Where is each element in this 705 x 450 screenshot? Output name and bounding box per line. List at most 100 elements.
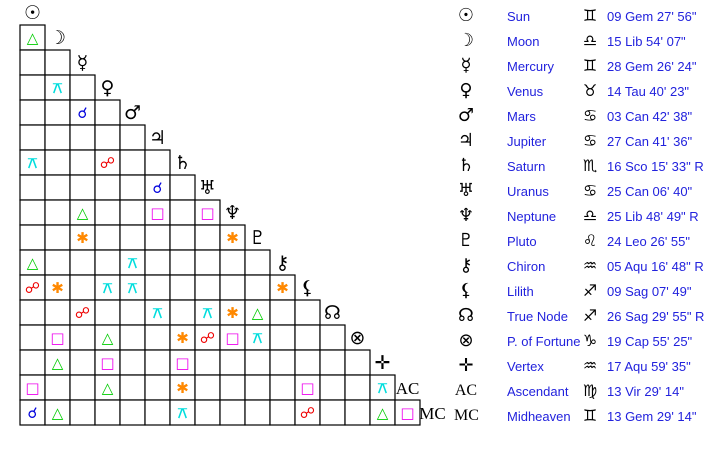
table-row: ♃ Jupiter ♋ 27 Can 41' 36"	[450, 130, 705, 155]
grid-cell	[144, 274, 171, 301]
grid-cell	[219, 249, 246, 276]
trine-aspect-mark: △	[27, 29, 39, 47]
sextile-aspect-mark: ✱	[226, 304, 239, 322]
planet-name: True Node	[507, 309, 568, 324]
grid-cell	[194, 274, 221, 301]
table-row: ♂ Mars ♋ 03 Can 42' 38"	[450, 105, 705, 130]
grid-cell	[319, 349, 346, 376]
planet-position: 19 Cap 55' 25"	[607, 334, 693, 349]
grid-cell	[144, 249, 171, 276]
planet-position: 13 Gem 29' 14"	[607, 409, 697, 424]
planet-position: 27 Can 41' 36"	[607, 134, 693, 149]
grid-cell	[269, 374, 296, 401]
neptune-glyph: ♆	[224, 202, 241, 224]
grid-cell	[94, 299, 121, 326]
grid-cell	[69, 124, 96, 151]
chiron-glyph: ⚷	[276, 252, 290, 274]
planet-glyph-icon: ✛	[458, 355, 474, 376]
grid-cell	[44, 299, 71, 326]
planet-glyph-icon: ⚸	[459, 280, 473, 301]
table-row: ♀ Venus ♉ 14 Tau 40' 23"	[450, 80, 705, 105]
grid-cell	[144, 349, 171, 376]
mercury-glyph: ☿	[77, 52, 89, 74]
planet-position: 09 Gem 27' 56"	[607, 9, 697, 24]
grid-cell	[94, 349, 121, 376]
vertex-glyph: ✛	[375, 352, 391, 374]
grid-cell	[144, 324, 171, 351]
zodiac-sign-icon: ♎	[582, 31, 598, 50]
square-aspect-mark: □	[50, 329, 64, 347]
grid-cell	[194, 349, 221, 376]
planet-name: Mars	[507, 109, 536, 124]
grid-cell	[44, 224, 71, 251]
planet-position: 25 Can 06' 40"	[607, 184, 693, 199]
true-node-glyph: ☊	[324, 302, 341, 324]
zodiac-sign-icon: ♐	[582, 281, 598, 300]
planet-name: Lilith	[507, 284, 534, 299]
grid-cell	[269, 324, 296, 351]
trine-aspect-mark: △	[27, 254, 39, 272]
planet-name: Moon	[507, 34, 540, 49]
grid-cell	[94, 99, 121, 126]
zodiac-sign-icon: ♌	[582, 231, 598, 250]
table-row: AC Ascendant ♍ 13 Vir 29' 14"	[450, 380, 705, 405]
grid-cell	[19, 224, 46, 251]
grid-cell	[119, 374, 146, 401]
zodiac-sign-icon: ♎	[582, 206, 598, 225]
table-row: ♄ Saturn ♏ 16 Sco 15' 33" R	[450, 155, 705, 180]
opposition-aspect-mark: ☍	[25, 279, 40, 297]
grid-cell	[169, 274, 196, 301]
grid-cell	[69, 374, 96, 401]
grid-cell	[119, 299, 146, 326]
grid-cell	[244, 274, 271, 301]
grid-cell	[94, 274, 121, 301]
grid-cell	[219, 374, 246, 401]
grid-cell	[169, 399, 196, 426]
grid-cell	[119, 399, 146, 426]
planet-glyph-icon: ♄	[457, 155, 475, 176]
grid-cell	[44, 149, 71, 176]
grid-cell	[94, 199, 121, 226]
grid-cell	[244, 349, 271, 376]
planet-position: 14 Tau 40' 23"	[607, 84, 690, 99]
square-aspect-mark: □	[100, 354, 114, 372]
planet-glyph-icon: ♀	[459, 80, 473, 101]
sextile-aspect-mark: ✱	[226, 229, 239, 247]
quincunx-aspect-mark: ⚻	[153, 304, 163, 322]
planet-glyph-icon: ☽	[457, 30, 475, 51]
grid-cell	[294, 349, 321, 376]
grid-cell	[319, 324, 346, 351]
grid-cell	[294, 374, 321, 401]
square-aspect-mark: □	[225, 329, 239, 347]
planet-position: 05 Aqu 16' 48" R	[607, 259, 704, 274]
opposition-aspect-mark: ☍	[75, 304, 90, 322]
grid-cell	[344, 374, 371, 401]
grid-cell	[119, 224, 146, 251]
grid-cell	[69, 224, 96, 251]
square-aspect-mark: □	[300, 379, 314, 397]
grid-cell	[294, 299, 321, 326]
grid-cell	[44, 99, 71, 126]
grid-cell	[69, 349, 96, 376]
table-row: ♅ Uranus ♋ 25 Can 06' 40"	[450, 180, 705, 205]
grid-cell	[119, 324, 146, 351]
quincunx-aspect-mark: ⚻	[128, 254, 138, 272]
planet-name: Saturn	[507, 159, 546, 174]
planet-name: Venus	[507, 84, 544, 99]
planet-name: Chiron	[507, 259, 546, 274]
planet-position: 25 Lib 48' 49" R	[607, 209, 699, 224]
grid-cell	[19, 174, 46, 201]
grid-cell	[19, 99, 46, 126]
planet-name: Vertex	[507, 359, 544, 374]
jupiter-glyph: ♃	[149, 127, 166, 149]
grid-cell	[269, 399, 296, 426]
grid-cell	[19, 49, 46, 76]
planet-name: Sun	[507, 9, 531, 24]
grid-cell	[194, 324, 221, 351]
grid-cell	[44, 49, 71, 76]
grid-cell	[69, 274, 96, 301]
quincunx-aspect-mark: ⚻	[53, 79, 63, 97]
grid-cell	[94, 399, 121, 426]
table-row: MC Midheaven ♊ 13 Gem 29' 14"	[450, 405, 705, 430]
planet-glyph-icon: ⚷	[459, 255, 473, 276]
